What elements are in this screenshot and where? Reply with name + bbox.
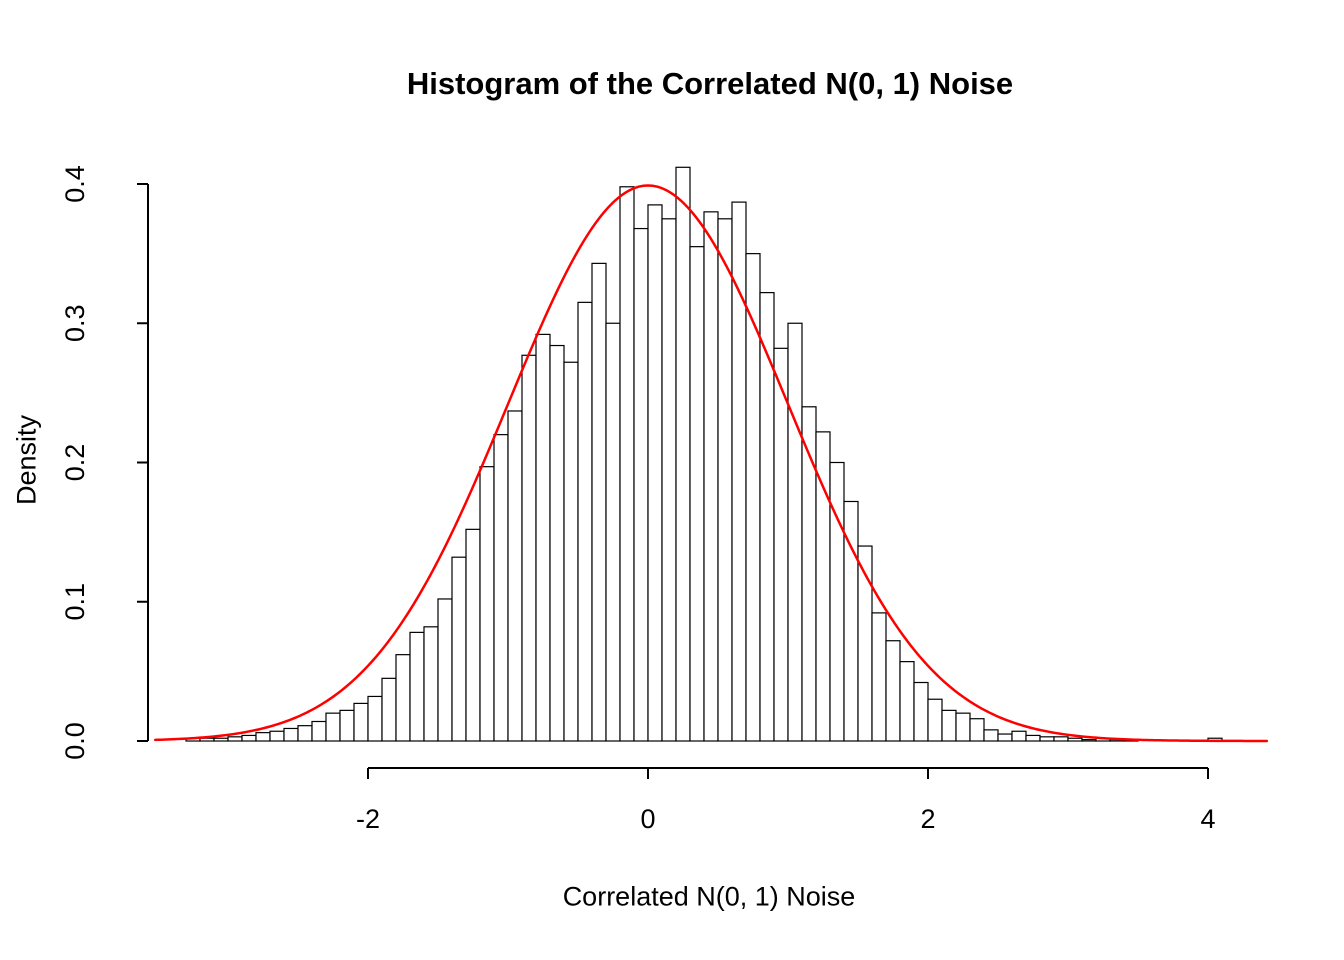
histogram-bar [619, 186, 635, 742]
x-tick-label: 0 [640, 804, 655, 834]
chart-title: Histogram of the Correlated N(0, 1) Nois… [406, 66, 1014, 101]
histogram-bar [703, 211, 719, 742]
histogram-bar [941, 709, 957, 742]
histogram-bar [745, 253, 761, 742]
histogram-bar [423, 626, 439, 742]
histogram-bar [437, 598, 453, 742]
histogram-bar [521, 354, 537, 742]
histogram-bar [381, 677, 397, 742]
histogram-bar [661, 218, 677, 742]
histogram-bar [549, 344, 565, 742]
histogram-bar [647, 204, 663, 742]
y-tick-label: 0.1 [60, 583, 90, 621]
histogram-bar [913, 681, 929, 742]
x-axis-title: Correlated N(0, 1) Noise [562, 881, 856, 912]
histogram-bar [255, 732, 271, 742]
histogram-bar [339, 709, 355, 742]
histogram-bar [283, 727, 299, 742]
histogram-bar [1081, 739, 1097, 742]
histogram-bar [227, 736, 243, 742]
histogram-bar [787, 322, 803, 742]
histogram-bar [563, 361, 579, 742]
histogram-bar [1053, 736, 1069, 742]
histogram-bar [1011, 730, 1027, 742]
histogram-bar [465, 528, 481, 742]
histogram-bar [535, 333, 551, 742]
x-tick-label: 4 [1200, 804, 1215, 834]
histogram-bar [927, 698, 943, 742]
histogram-bar [297, 725, 313, 742]
histogram-bar [213, 737, 229, 742]
histogram-bar [493, 434, 509, 742]
histogram-bar [395, 654, 411, 742]
histogram-bar [773, 347, 789, 742]
histogram-bar [353, 702, 369, 742]
y-tick-label: 0.4 [60, 165, 90, 203]
histogram-bar [269, 730, 285, 742]
histogram-bar [1067, 737, 1083, 742]
histogram-bar [983, 729, 999, 742]
histogram-bar [969, 718, 985, 742]
histogram-bar [451, 556, 467, 742]
histogram-bar [871, 612, 887, 742]
histogram-bar [633, 227, 649, 742]
histogram-bar [1039, 736, 1055, 742]
y-tick-label: 0.2 [60, 444, 90, 482]
histogram-bar [577, 301, 593, 742]
y-tick-label: 0.0 [60, 722, 90, 760]
y-axis-title: Density [11, 414, 42, 506]
histogram-bar [325, 712, 341, 742]
histogram-bar [591, 262, 607, 742]
histogram-bar [507, 410, 523, 742]
histogram-bar [759, 292, 775, 742]
histogram-bar [717, 218, 733, 742]
x-tick-label: 2 [920, 804, 935, 834]
histogram-bar [367, 695, 383, 742]
histogram-bar [899, 661, 915, 742]
histogram-bar [311, 720, 327, 742]
histogram-bar [955, 712, 971, 742]
histogram-bar [689, 246, 705, 742]
histogram-bar [885, 640, 901, 742]
x-tick-label: -2 [356, 804, 380, 834]
histogram-bar [1025, 734, 1041, 742]
normal-density-curve [153, 184, 1269, 743]
y-tick-label: 0.3 [60, 304, 90, 342]
histogram-bar [479, 466, 495, 742]
histogram-bar [409, 631, 425, 742]
histogram-bar [605, 322, 621, 742]
histogram-bar [241, 734, 257, 742]
histogram-bar [997, 733, 1013, 742]
histogram-bar [675, 166, 691, 742]
